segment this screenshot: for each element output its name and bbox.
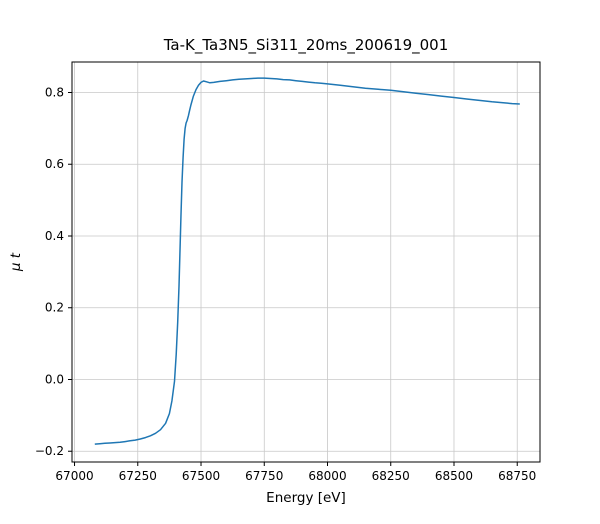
x-axis-label: Energy [eV] — [266, 490, 346, 506]
chart-title: Ta-K_Ta3N5_Si311_20ms_200619_001 — [163, 36, 449, 55]
y-tick-label: −0.2 — [35, 444, 64, 458]
axes-frame — [71, 61, 541, 463]
y-axis-label: μ t — [8, 252, 24, 272]
x-tick-label: 67250 — [119, 469, 157, 483]
x-tick-label: 67750 — [245, 469, 283, 483]
y-tick-label: 0.4 — [45, 229, 64, 243]
x-tick-label: 68750 — [498, 469, 536, 483]
data-line-mu-t — [94, 77, 520, 445]
x-tick-label: 67500 — [182, 469, 220, 483]
plot-area: 67000 67250 67500 67750 68000 68250 68500 68750… — [35, 61, 541, 483]
x-tick-label: 68250 — [372, 469, 410, 483]
x-tick-label: 68500 — [435, 469, 473, 483]
x-tick-label: 67000 — [55, 469, 93, 483]
y-tick-label: 0.6 — [45, 157, 64, 171]
y-tick-label: 0.0 — [45, 372, 64, 386]
y-tick-label: 0.8 — [45, 85, 64, 99]
y-tick-label: 0.2 — [45, 301, 64, 315]
x-tick-label: 68000 — [308, 469, 346, 483]
